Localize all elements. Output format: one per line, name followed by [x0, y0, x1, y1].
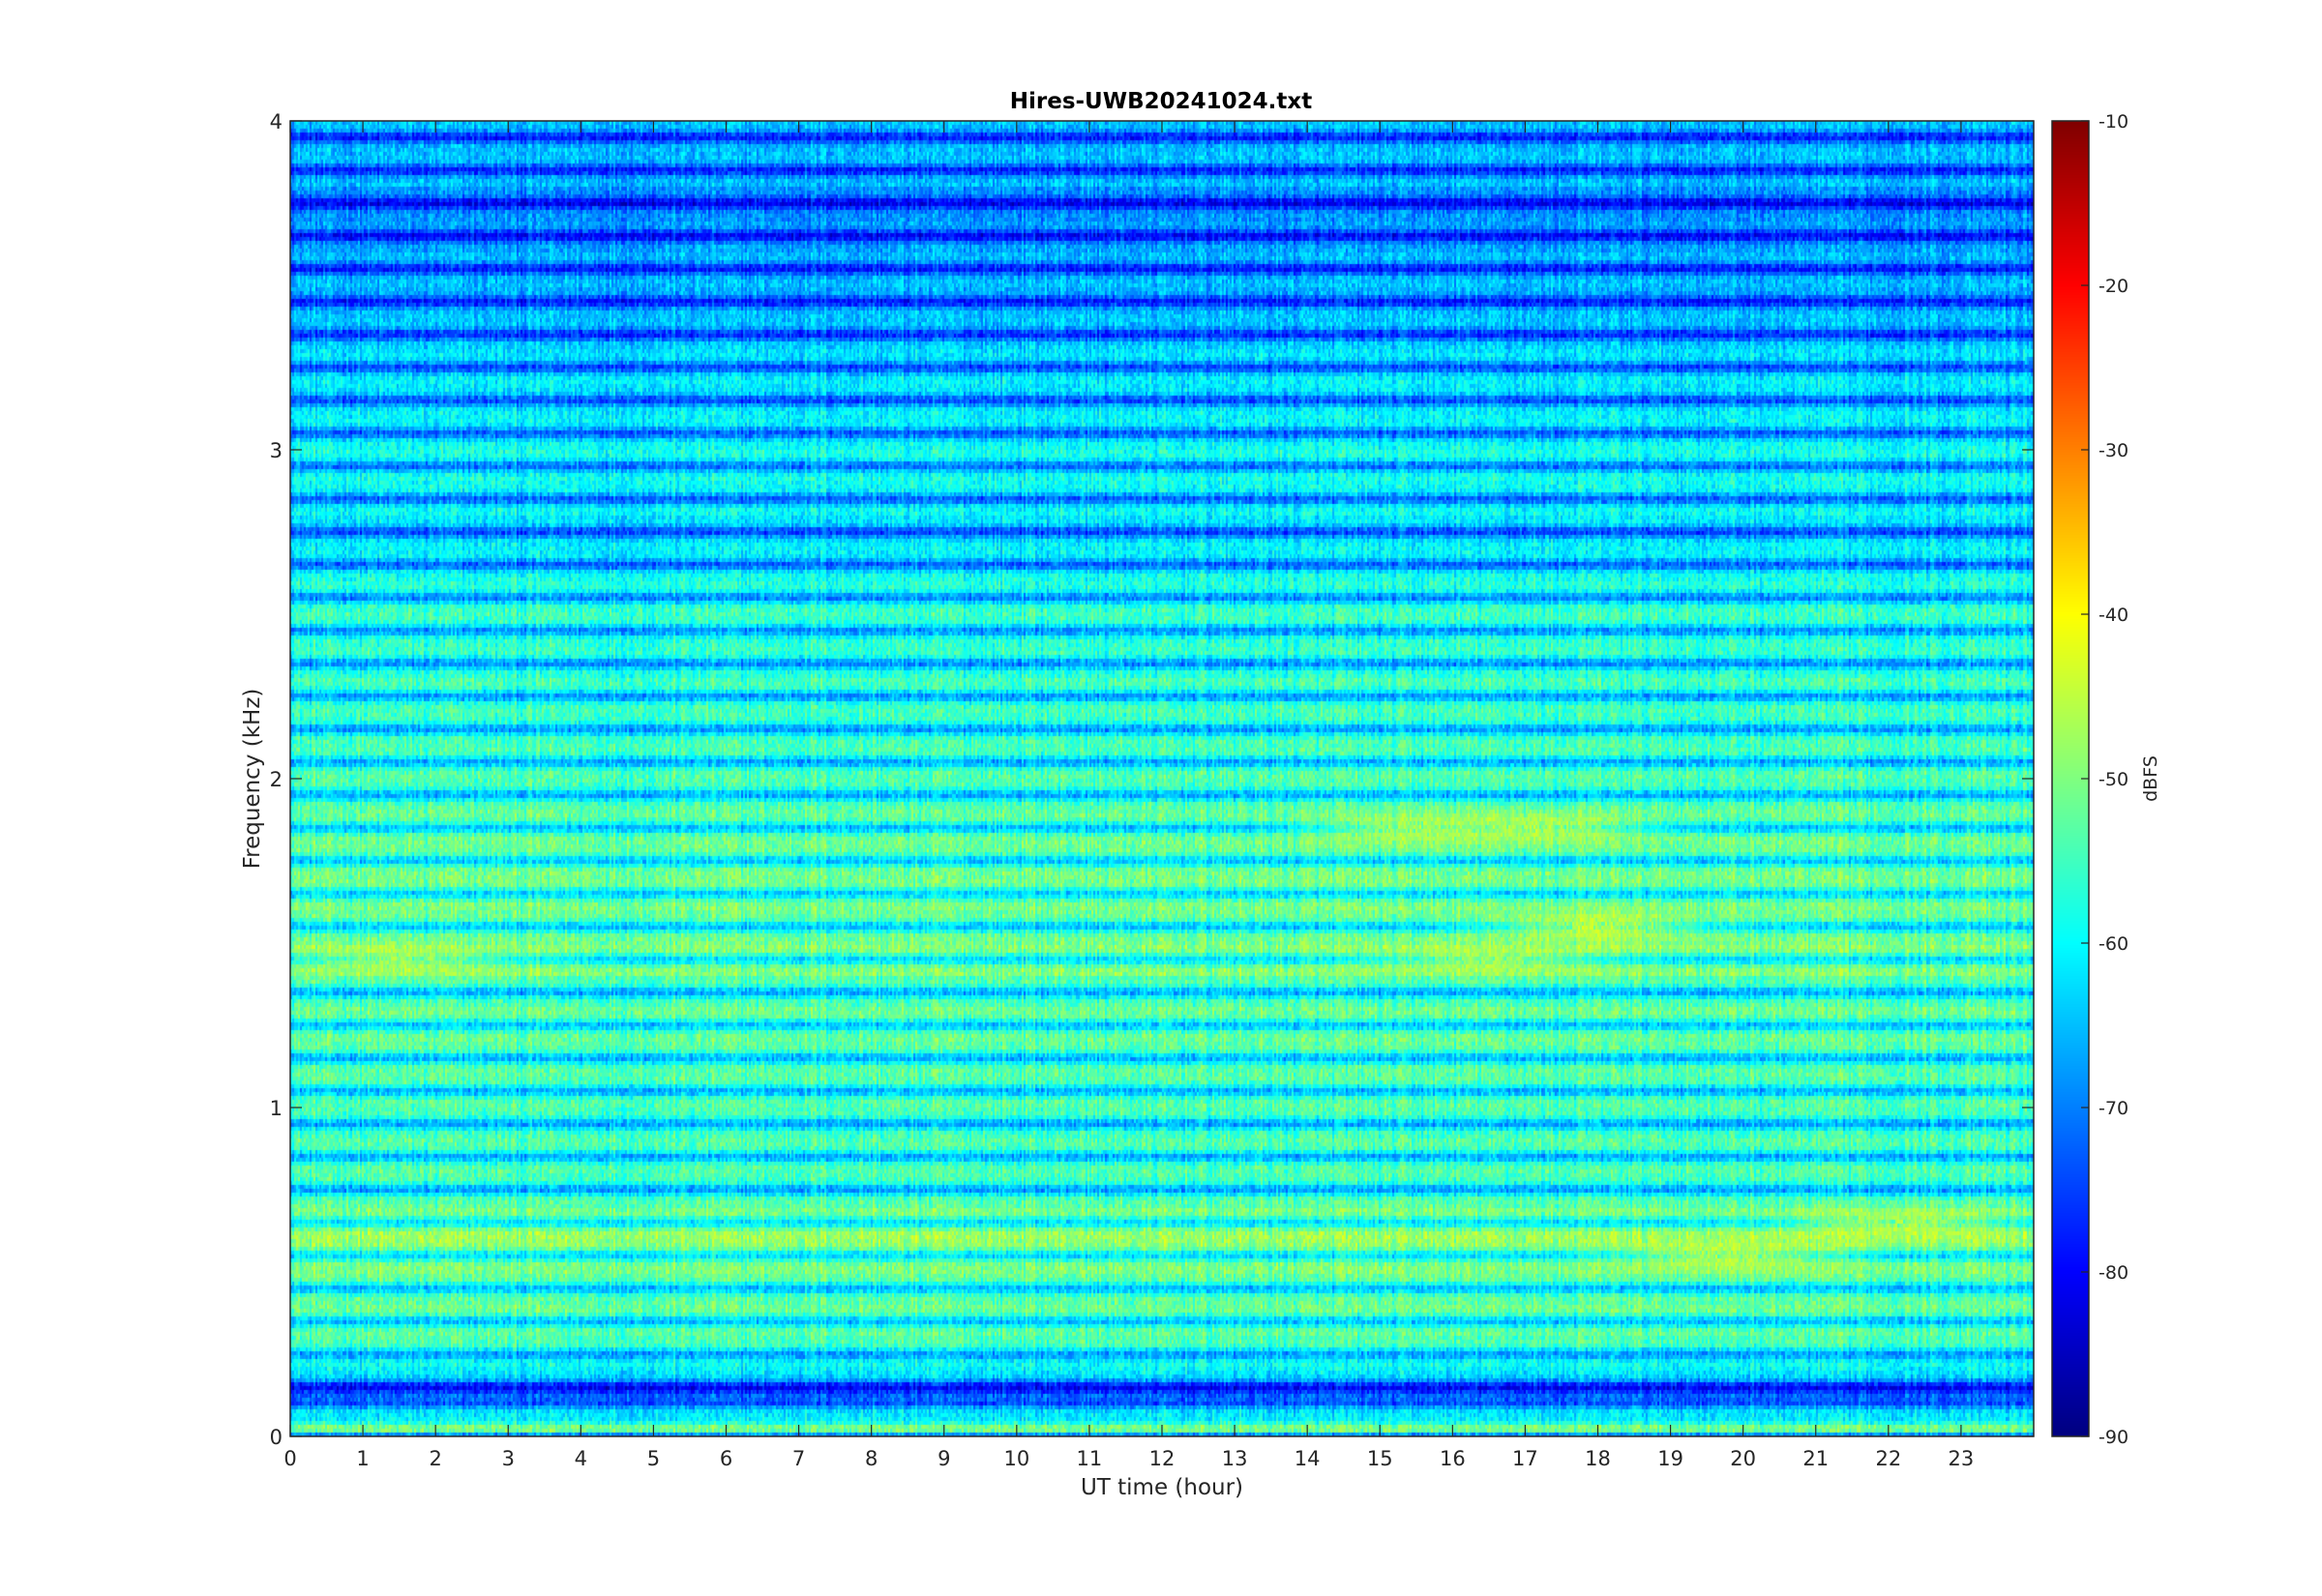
- x-tick-label: 4: [575, 1447, 587, 1470]
- colorbar-ticks: -10 -20 -30 -40 -50 -60 -70 -80 -90: [2081, 111, 2128, 1448]
- x-tick-label: 15: [1367, 1447, 1393, 1470]
- x-tick-label: 7: [792, 1447, 805, 1470]
- x-tick-label: 5: [647, 1447, 660, 1470]
- x-tick-label: 6: [720, 1447, 732, 1470]
- y-tick-label: 2: [270, 768, 283, 791]
- colorbar-tick-label: -40: [2099, 605, 2128, 626]
- colorbar-tick-label: -30: [2099, 440, 2128, 461]
- x-tick-label: 16: [1440, 1447, 1466, 1470]
- y-tick-label: 0: [270, 1426, 283, 1449]
- colorbar-tick-label: -20: [2099, 276, 2128, 297]
- y-axis: 0 1 2 3 4: [270, 110, 2034, 1449]
- x-tick-label: 2: [429, 1447, 441, 1470]
- colorbar-title: dBFS: [2140, 755, 2161, 802]
- x-tick-label: 10: [1003, 1447, 1029, 1470]
- x-tick-label: 3: [502, 1447, 515, 1470]
- x-tick-label: 8: [865, 1447, 878, 1470]
- x-tick-label: 18: [1585, 1447, 1611, 1470]
- x-axis-title: UT time (hour): [1081, 1475, 1243, 1500]
- y-axis-title: Frequency (kHz): [240, 689, 265, 870]
- x-tick-label: 17: [1512, 1447, 1538, 1470]
- x-tick-label: 23: [1949, 1447, 1975, 1470]
- x-tick-label: 22: [1875, 1447, 1901, 1470]
- x-tick-label: 9: [938, 1447, 950, 1470]
- x-tick-label: 20: [1730, 1447, 1756, 1470]
- x-tick-label: 0: [283, 1447, 296, 1470]
- x-tick-label: 19: [1657, 1447, 1683, 1470]
- spectrogram-plot-area: [290, 121, 2034, 1436]
- x-tick-label: 12: [1149, 1447, 1176, 1470]
- colorbar-tick-label: -60: [2099, 933, 2128, 955]
- colorbar-tick-label: -70: [2099, 1098, 2128, 1119]
- x-tick-label: 21: [1802, 1447, 1829, 1470]
- y-tick-label: 4: [270, 110, 283, 133]
- x-axis: 0 1 2 3 4 5 6 7 8 9 10 11 12 13 14 15 16 17 18 19 20 21 22 23: [283, 121, 1974, 1470]
- y-tick-label: 3: [270, 439, 283, 462]
- colorbar-tick-label: -10: [2099, 111, 2128, 133]
- x-tick-label: 11: [1077, 1447, 1103, 1470]
- x-tick-label: 13: [1222, 1447, 1248, 1470]
- colorbar-tick-label: -50: [2099, 769, 2128, 790]
- chart-title: Hires-UWB20241024.txt: [1010, 89, 1312, 114]
- x-tick-label: 1: [356, 1447, 369, 1470]
- colorbar-tick-label: -80: [2099, 1262, 2128, 1284]
- x-tick-label: 14: [1295, 1447, 1321, 1470]
- y-tick-label: 1: [270, 1097, 283, 1120]
- colorbar-tick-label: -90: [2099, 1427, 2128, 1448]
